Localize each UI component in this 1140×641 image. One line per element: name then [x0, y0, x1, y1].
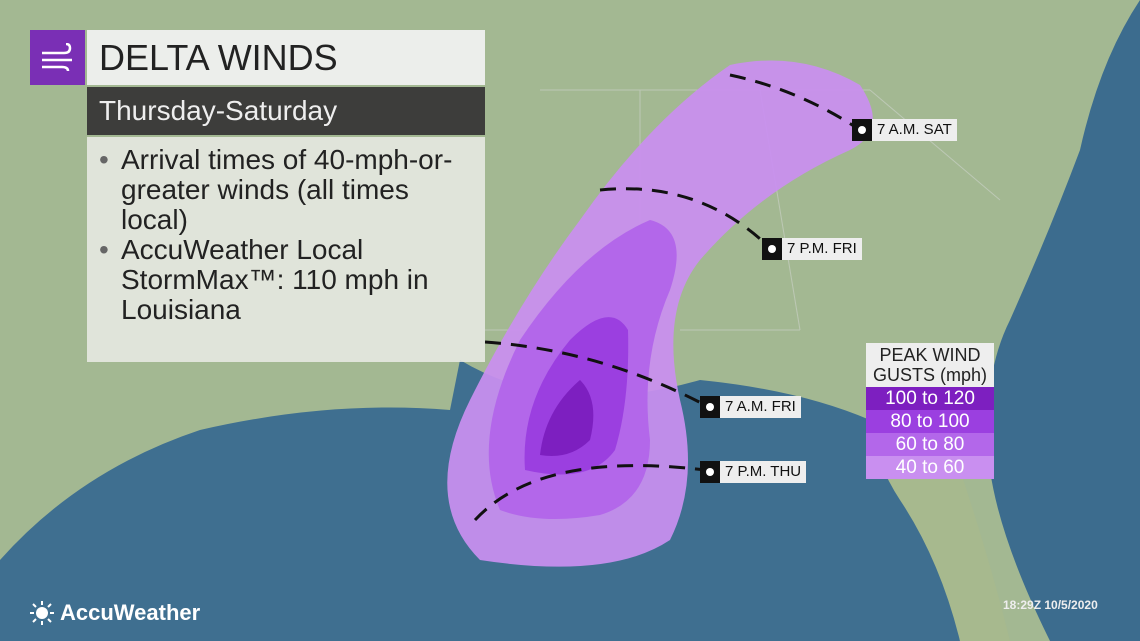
page-title: DELTA WINDS	[87, 30, 485, 85]
marker-icon	[700, 461, 720, 483]
info-panel: Arrival times of 40-mph-or-greater winds…	[87, 137, 485, 362]
sun-icon	[30, 601, 54, 625]
legend-item: 80 to 100	[866, 410, 994, 433]
time-label-thu-pm: 7 P.M. THU	[700, 461, 807, 483]
marker-icon	[852, 119, 872, 141]
bullet-arrival-times: Arrival times of 40-mph-or-greater winds…	[99, 145, 475, 235]
wind-swath-100-120	[540, 380, 594, 456]
time-label-fri-am: 7 A.M. FRI	[700, 396, 801, 418]
accuweather-logo: AccuWeather	[30, 600, 200, 626]
atlantic-ocean	[987, 0, 1140, 641]
wind-icon	[30, 30, 85, 85]
florida	[870, 430, 1010, 641]
legend-item: 60 to 80	[866, 433, 994, 456]
marker-icon	[700, 396, 720, 418]
timestamp: 18:29Z 10/5/2020	[1003, 598, 1098, 612]
time-label-sat-am: 7 A.M. SAT	[852, 119, 957, 141]
legend-item: 40 to 60	[866, 456, 994, 479]
marker-icon	[762, 238, 782, 260]
legend-item: 100 to 120	[866, 387, 994, 410]
legend: PEAK WIND GUSTS (mph) 100 to 120 80 to 1…	[866, 343, 994, 479]
time-label-fri-pm: 7 P.M. FRI	[762, 238, 862, 260]
bullet-stormmax: AccuWeather Local StormMax™: 110 mph in …	[99, 235, 475, 325]
legend-title: PEAK WIND GUSTS (mph)	[866, 343, 994, 387]
page-subtitle: Thursday-Saturday	[87, 87, 485, 135]
